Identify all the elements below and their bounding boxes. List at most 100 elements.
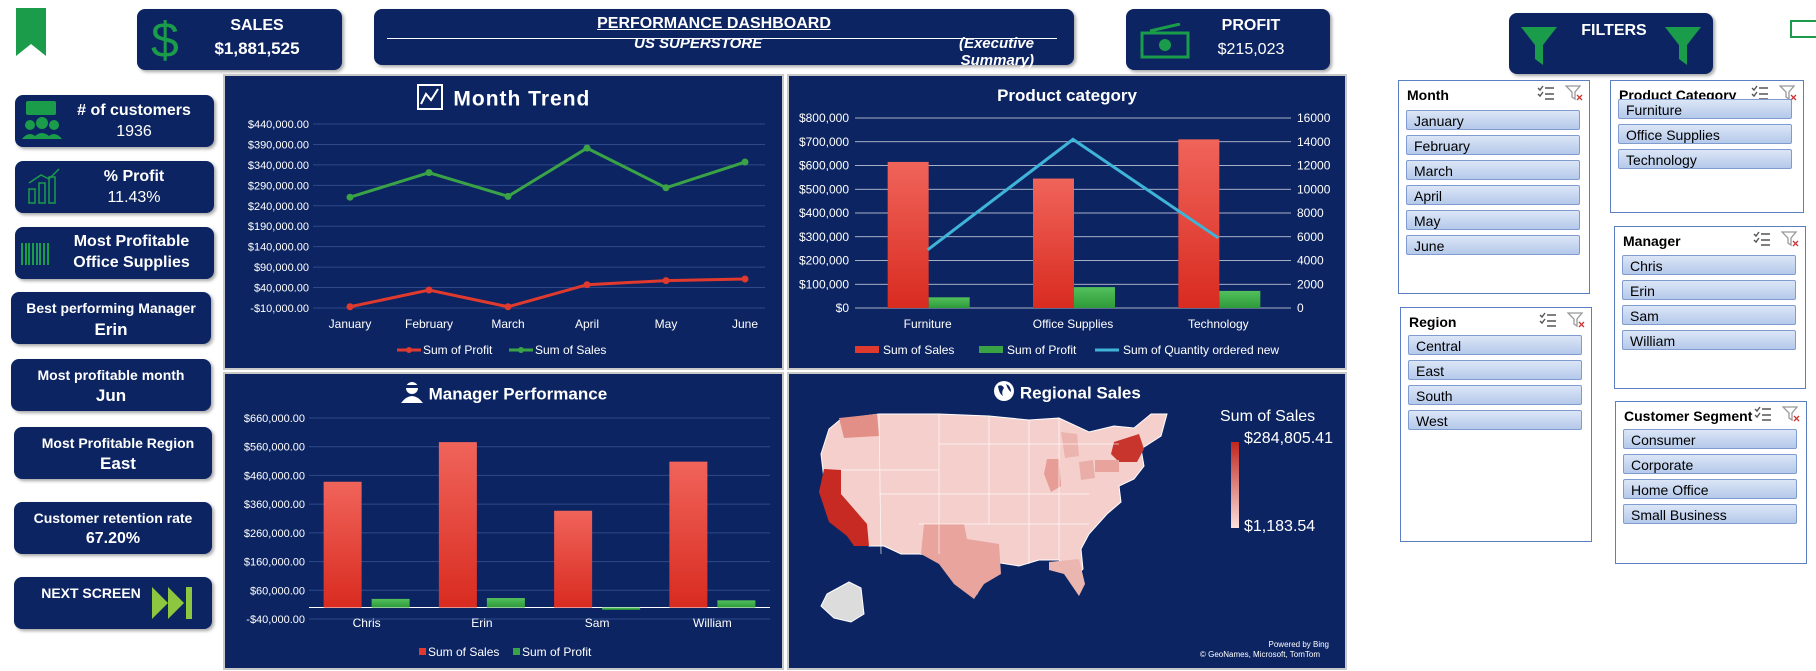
page-subtitle: US SUPERSTORE: [634, 35, 763, 52]
bar-profit: [486, 598, 525, 608]
x-tick-label: June: [732, 317, 758, 331]
bar-profit: [717, 600, 756, 608]
y-tick-label: $60,000.00: [250, 585, 305, 597]
map-legend-min: $1,183.54: [1244, 518, 1316, 535]
y-tick-label: -$40,000.00: [246, 614, 305, 626]
multi-select-icon[interactable]: [1751, 85, 1769, 106]
y-tick-label: $260,000.00: [244, 528, 305, 540]
y2-tick-label: 16000: [1297, 111, 1331, 125]
clear-filter-icon[interactable]: [1564, 85, 1583, 106]
region-slicer-title: Region: [1409, 314, 1457, 330]
profit-label: PROFIT: [1221, 17, 1281, 34]
clear-filter-icon[interactable]: [1780, 231, 1799, 252]
x-tick-label: January: [329, 317, 372, 331]
legend-label-profit: Sum of Profit: [1007, 343, 1077, 357]
manager-slicer-item[interactable]: William: [1622, 330, 1796, 350]
next-screen-button[interactable]: NEXT SCREEN: [14, 577, 212, 629]
map-legend-scale: [1231, 442, 1239, 528]
line-chart-icon: [416, 84, 443, 115]
data-point: [346, 193, 354, 201]
region-slicer: Region Central East South West: [1400, 307, 1592, 542]
legend-label-sales: Sum of Sales: [428, 645, 499, 659]
map-credit-bing: Powered by Bing: [1268, 640, 1329, 649]
california-shape: [819, 469, 869, 546]
barcode-icon: [20, 243, 52, 270]
y2-tick-label: 0: [1297, 301, 1304, 315]
customers-value: 1936: [116, 123, 152, 140]
multi-select-icon[interactable]: [1754, 406, 1772, 427]
y-tick-label: $360,000.00: [244, 499, 305, 511]
sales-card: $ SALES $1,881,525: [137, 9, 342, 70]
x-tick-label: March: [491, 317, 524, 331]
month-slicer-item[interactable]: June: [1406, 235, 1580, 255]
retention-value: 67.20%: [85, 530, 141, 547]
dashboard-title-banner: PERFORMANCE DASHBOARD US SUPERSTORE (Exe…: [374, 9, 1074, 69]
month-slicer-item[interactable]: May: [1406, 210, 1580, 230]
best-manager-card: Best performing Manager Erin: [11, 292, 211, 344]
y2-tick-label: 2000: [1297, 277, 1324, 291]
product-category-panel: Product category $800,000 $700,000 $600,00…: [787, 74, 1347, 370]
y2-tick-label: 10000: [1297, 182, 1331, 196]
series-line-sales: [349, 146, 746, 199]
x-tick-label: William: [693, 616, 732, 630]
cash-icon: [1140, 22, 1190, 64]
region-slicer-item[interactable]: West: [1408, 410, 1582, 430]
clear-filter-icon[interactable]: [1566, 312, 1585, 333]
bar-profit: [928, 297, 970, 308]
month-slicer-item[interactable]: January: [1406, 110, 1580, 130]
illinois-shape: [1044, 459, 1061, 492]
manager-slicer-item[interactable]: Sam: [1622, 305, 1796, 325]
product-category-slicer-item[interactable]: Furniture: [1618, 99, 1792, 119]
bar-profit: [371, 598, 410, 608]
manager-slicer: Manager Chris Erin Sam William: [1614, 226, 1806, 389]
manager-slicer-item[interactable]: Erin: [1622, 280, 1796, 300]
most-profitable-label: Most Profitable: [73, 233, 190, 250]
bar-sales: [1033, 178, 1074, 308]
customer-segment-slicer-item[interactable]: Corporate: [1623, 454, 1797, 474]
state-borders: [841, 413, 1119, 564]
alaska-shape: [820, 581, 865, 623]
clear-filter-icon[interactable]: [1781, 406, 1800, 427]
multi-select-icon[interactable]: [1537, 85, 1555, 106]
customer-segment-slicer-item[interactable]: Consumer: [1623, 429, 1797, 449]
y-tick-label: $200,000: [799, 254, 849, 268]
month-slicer-item[interactable]: March: [1406, 160, 1580, 180]
data-point: [504, 192, 512, 200]
regional-sales-panel: Regional Sales Sum of Sales $284,805.41 …: [787, 372, 1347, 670]
customer-segment-slicer: Customer Segment Consumer Corporate Home O…: [1615, 401, 1807, 564]
best-region-card: Most Profitable Region East: [14, 427, 212, 479]
texas-shape: [921, 524, 1001, 599]
fast-forward-icon: [150, 585, 196, 626]
y-tick-label: $700,000: [799, 135, 849, 149]
customer-segment-slicer-item[interactable]: Small Business: [1623, 504, 1797, 524]
customer-segment-slicer-item[interactable]: Home Office: [1623, 479, 1797, 499]
best-manager-value: Erin: [94, 320, 128, 339]
product-category-slicer-item[interactable]: Office Supplies: [1618, 124, 1792, 144]
manager-slicer-item[interactable]: Chris: [1622, 255, 1796, 275]
customers-icon: [20, 99, 64, 146]
manager-icon: [400, 381, 424, 408]
month-trend-panel: Month Trend $440,000.00 $390,000.00 $340,0…: [223, 74, 784, 370]
selection-box-outline: [1790, 20, 1816, 38]
region-slicer-item[interactable]: Central: [1408, 335, 1582, 355]
data-point: [425, 169, 433, 177]
manager-performance-chart: $660,000.00 $560,000.00 $460,000.00 $360,00…: [244, 413, 770, 659]
month-slicer-item[interactable]: April: [1406, 185, 1580, 205]
pct-profit-value: 11.43%: [107, 189, 161, 206]
product-category-title: Product category: [997, 86, 1137, 105]
regional-sales-title: Regional Sales: [1019, 383, 1141, 403]
month-slicer-item[interactable]: February: [1406, 135, 1580, 155]
multi-select-icon[interactable]: [1539, 312, 1557, 333]
product-category-slicer-item[interactable]: Technology: [1618, 149, 1792, 169]
title-rule: [387, 38, 1057, 39]
multi-select-icon[interactable]: [1753, 231, 1771, 252]
y-tick-label: $390,000.00: [248, 139, 309, 151]
data-point: [662, 184, 670, 192]
filter-icon-right: [1663, 23, 1703, 72]
region-slicer-item[interactable]: South: [1408, 385, 1582, 405]
profit-value: $215,023: [1217, 41, 1285, 58]
y-tick-label: $100,000: [799, 277, 849, 291]
region-slicer-item[interactable]: East: [1408, 360, 1582, 380]
y-tick-label: -$10,000.00: [250, 303, 309, 315]
page-title: PERFORMANCE DASHBOARD: [597, 15, 831, 32]
